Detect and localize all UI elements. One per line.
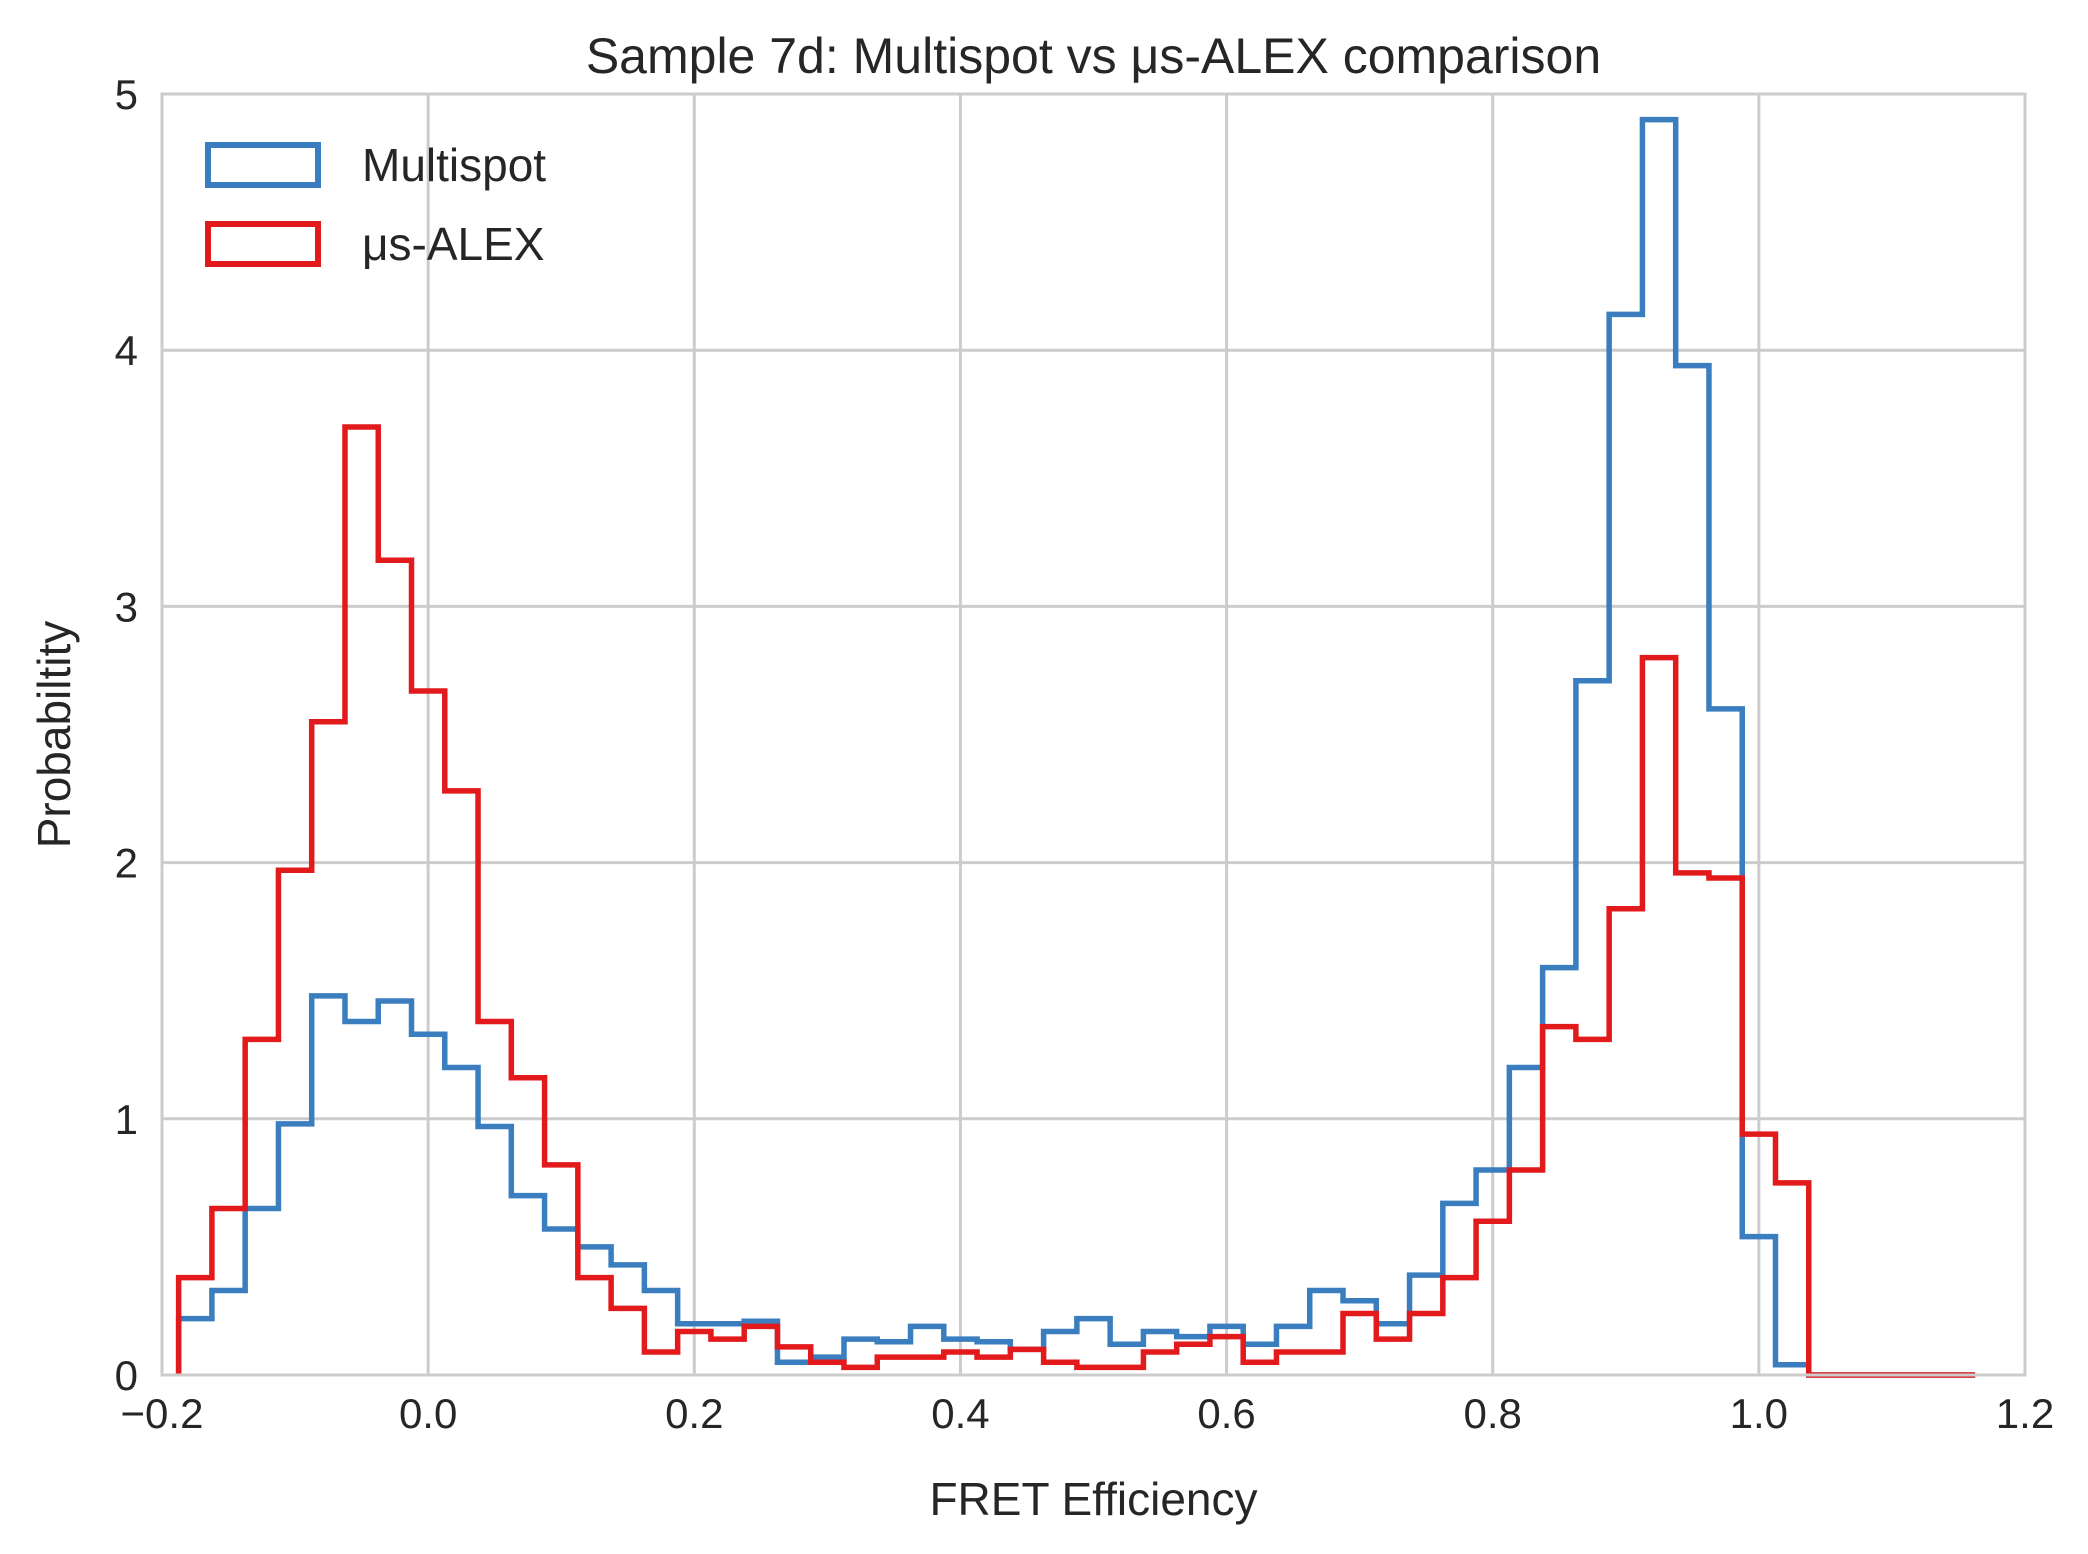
legend: Multispot μs-ALEX	[205, 139, 546, 270]
x-tick-labels: −0.2 0.0 0.2 0.4 0.6 0.8 1.0 1.2	[121, 1390, 2055, 1437]
x-tick-label: 1.0	[1730, 1390, 1788, 1437]
legend-label-multispot: Multispot	[362, 139, 546, 191]
x-tick-label: 0.4	[931, 1390, 989, 1437]
series-us-alex-step-line	[175, 424, 1976, 1378]
x-tick-label: 0.0	[399, 1390, 457, 1437]
legend-swatch-multispot	[205, 142, 321, 188]
y-tick-label: 3	[115, 583, 138, 630]
x-axis-label: FRET Efficiency	[929, 1473, 1257, 1525]
series-layer	[175, 116, 1976, 1378]
legend-label-us-alex: μs-ALEX	[362, 218, 544, 270]
y-tick-label: 0	[115, 1352, 138, 1399]
legend-swatch-us-alex	[205, 221, 321, 267]
x-tick-label: −0.2	[121, 1390, 204, 1437]
y-tick-label: 1	[115, 1096, 138, 1143]
chart-title: Sample 7d: Multispot vs μs-ALEX comparis…	[586, 28, 1601, 84]
x-tick-label: 0.8	[1464, 1390, 1522, 1437]
y-tick-labels: 0 1 2 3 4 5	[115, 71, 138, 1399]
x-tick-label: 1.2	[1996, 1390, 2054, 1437]
y-tick-label: 4	[115, 327, 138, 374]
plot-area	[162, 94, 2025, 1375]
series-multispot-step-line	[175, 116, 1976, 1378]
x-tick-label: 0.2	[665, 1390, 723, 1437]
x-tick-label: 0.6	[1197, 1390, 1255, 1437]
y-tick-label: 2	[115, 840, 138, 887]
plot-frame	[160, 92, 2027, 1377]
y-tick-label: 5	[115, 71, 138, 118]
y-axis-label: Probabiltity	[28, 621, 80, 849]
